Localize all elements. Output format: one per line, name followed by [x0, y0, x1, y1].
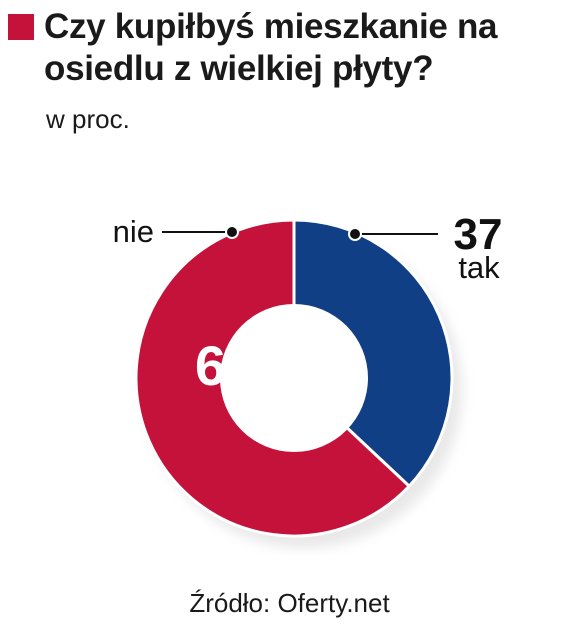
chart-title: Czy kupiłbyś mieszkanie na osiedlu z wie… [44, 7, 498, 88]
leader-dot-nie [225, 225, 239, 239]
title-block: Czy kupiłbyś mieszkanie na osiedlu z wie… [8, 6, 573, 90]
label-tak: tak [458, 250, 500, 285]
pie-slice-tak [292, 218, 454, 489]
title-marker-square [8, 14, 34, 40]
source-note: Źródło: Oferty.net [189, 588, 390, 618]
value-label-tak: 37 [454, 210, 503, 259]
leader-dot-tak [348, 227, 362, 241]
chart-subtitle: w proc. [46, 104, 130, 134]
value-label-nie: 63 [195, 334, 257, 397]
label-nie: nie [113, 214, 154, 249]
donut-hole [220, 304, 368, 452]
